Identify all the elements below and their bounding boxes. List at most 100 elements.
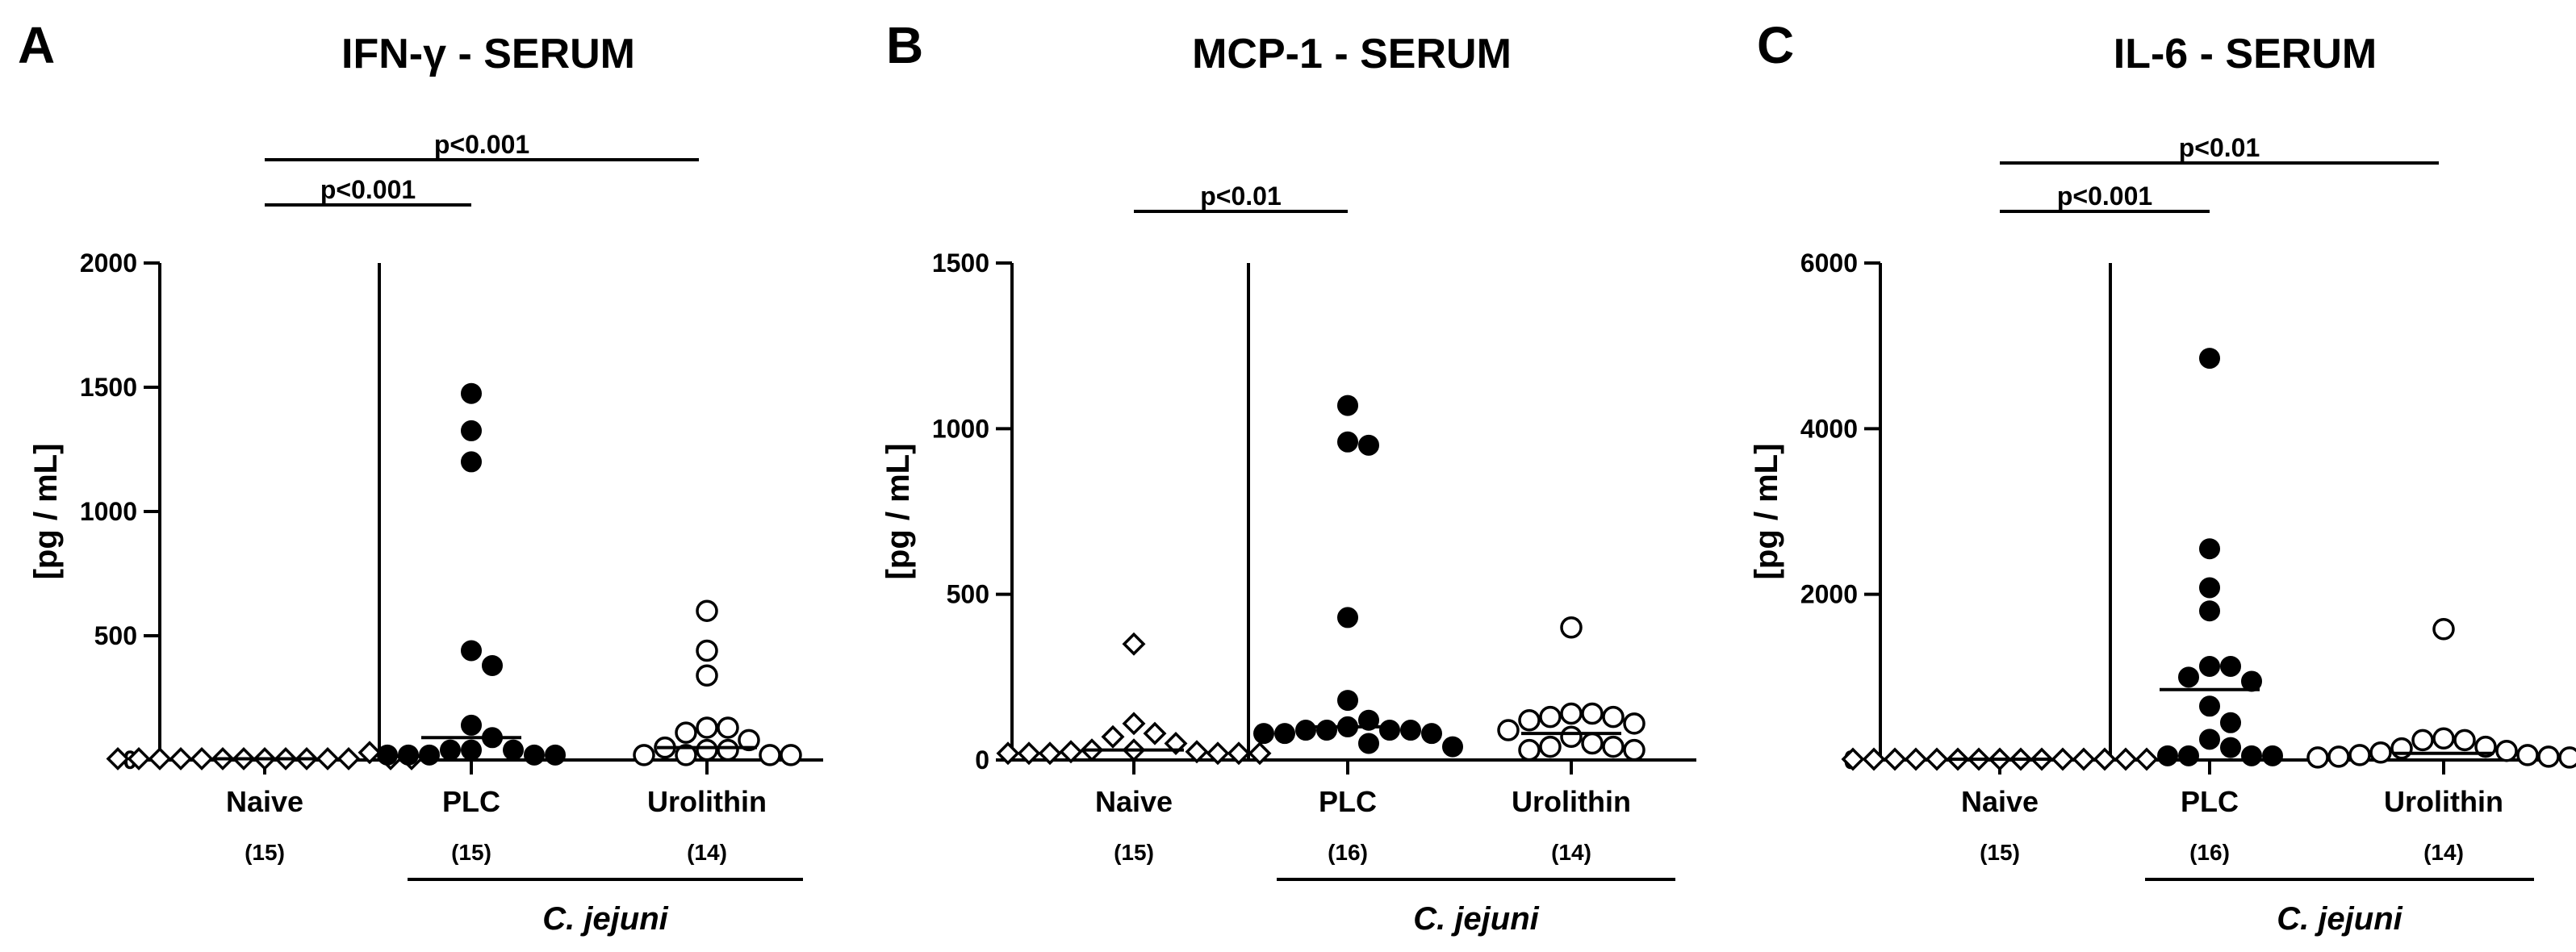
data-point <box>1539 735 1562 758</box>
data-point <box>2199 729 2220 750</box>
data-point <box>106 746 130 770</box>
category-label: Urolithin <box>2384 785 2503 818</box>
data-point <box>696 639 718 662</box>
chart-title: MCP-1 - SERUM <box>1192 31 1512 77</box>
data-point <box>696 599 718 622</box>
y-tick-label: 0 <box>975 745 989 775</box>
data-point <box>2558 746 2576 769</box>
data-point <box>1539 705 1562 729</box>
data-point <box>1602 705 1625 729</box>
data-point <box>759 744 781 766</box>
data-point <box>1253 723 1274 745</box>
y-tick-label: 1500 <box>932 248 989 278</box>
data-point <box>2072 747 2096 771</box>
panel-letter: B <box>886 16 923 74</box>
data-point <box>461 382 482 404</box>
data-point <box>316 746 340 770</box>
data-point <box>1227 741 1251 766</box>
data-point <box>461 714 482 736</box>
n-label: (16) <box>2189 840 2230 865</box>
data-point <box>1560 702 1583 725</box>
data-point <box>1248 741 1272 766</box>
chart-title: IFN-γ - SERUM <box>341 31 635 77</box>
data-point <box>1358 434 1379 456</box>
category-label: Naive <box>1095 785 1173 818</box>
n-label: (15) <box>451 840 491 865</box>
data-point <box>127 746 151 770</box>
data-point <box>2537 745 2560 768</box>
chart-title: IL-6 - SERUM <box>2114 31 2377 77</box>
data-point <box>2348 744 2371 766</box>
data-point <box>2220 712 2241 733</box>
data-point <box>1122 712 1146 736</box>
data-point <box>1337 607 1358 628</box>
n-label: (15) <box>1980 840 2020 865</box>
y-tick-label: 4000 <box>1800 414 1858 443</box>
data-point <box>2051 747 2075 771</box>
data-point <box>717 738 739 762</box>
data-point <box>2495 739 2518 762</box>
data-point <box>675 744 697 766</box>
significance-label: p<0.01 <box>2179 133 2260 162</box>
data-point <box>1518 738 1541 762</box>
data-point <box>780 744 802 766</box>
data-point <box>1560 725 1583 749</box>
n-label: (15) <box>1114 840 1154 865</box>
data-point <box>1358 709 1379 731</box>
data-point <box>2199 538 2220 560</box>
data-point <box>1101 724 1125 749</box>
category-label: Urolithin <box>647 785 767 818</box>
data-point <box>1883 747 1907 771</box>
data-point <box>545 744 566 766</box>
data-point <box>398 744 419 766</box>
y-tick-label: 500 <box>94 621 137 650</box>
y-axis-label: [pg / mL] <box>1749 444 1784 580</box>
n-label: (14) <box>1551 840 1591 865</box>
category-label: Naive <box>226 785 303 818</box>
data-point <box>1316 720 1337 741</box>
significance-label: p<0.001 <box>320 175 416 204</box>
data-point <box>2199 695 2220 717</box>
data-point <box>1122 632 1146 656</box>
data-point <box>1581 702 1604 725</box>
n-label: (16) <box>1328 840 1368 865</box>
data-point <box>2241 745 2262 766</box>
data-point <box>1337 690 1358 712</box>
data-point <box>696 664 718 687</box>
y-tick-label: 1500 <box>80 373 137 402</box>
data-point <box>1623 712 1646 735</box>
data-point <box>2114 747 2138 771</box>
data-point <box>2199 577 2220 599</box>
data-point <box>2453 729 2476 752</box>
data-point <box>461 451 482 473</box>
category-label: PLC <box>442 785 500 818</box>
data-point <box>440 739 461 761</box>
data-point <box>2157 745 2178 766</box>
data-point <box>503 739 524 761</box>
y-axis-label: [pg / mL] <box>28 444 64 580</box>
data-point <box>1059 740 1083 764</box>
panel-letter: C <box>1757 16 1794 74</box>
data-point <box>2432 727 2455 750</box>
data-point <box>1862 747 1886 771</box>
data-point <box>2327 745 2350 768</box>
data-point <box>2369 741 2392 764</box>
y-axis-label: [pg / mL] <box>880 444 916 580</box>
y-tick-label: 500 <box>947 580 989 609</box>
data-point <box>169 746 193 770</box>
data-point <box>1337 431 1358 453</box>
data-point <box>717 716 739 739</box>
data-point <box>2199 655 2220 677</box>
data-point <box>358 741 382 765</box>
group-label: C. jejuni <box>2277 901 2402 937</box>
data-point <box>1925 747 1949 771</box>
data-point <box>148 746 172 770</box>
data-point <box>1400 720 1421 741</box>
data-point <box>1581 732 1604 755</box>
data-point <box>2432 618 2455 641</box>
data-point <box>1274 723 1295 745</box>
data-point <box>2135 747 2159 771</box>
data-point <box>2516 744 2539 766</box>
data-point <box>738 729 760 752</box>
data-point <box>2306 746 2329 769</box>
